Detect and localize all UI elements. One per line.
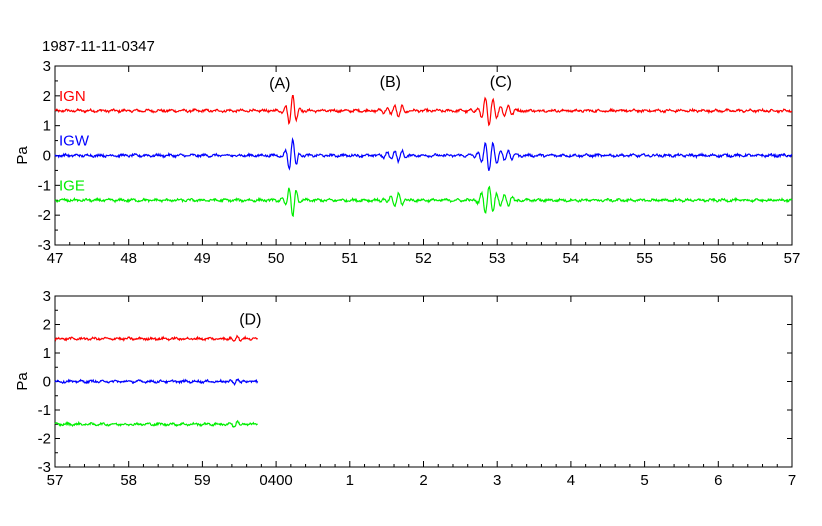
x-tick-label: 52 <box>415 250 432 267</box>
y-tick-label: 0 <box>43 148 51 165</box>
annotation-label: (A) <box>269 75 290 92</box>
y-tick-label: -1 <box>38 402 51 419</box>
series-line-ign <box>54 334 259 343</box>
annotation-label: (B) <box>380 74 401 91</box>
series-label-igw: IGW <box>59 133 90 150</box>
x-tick-label: 3 <box>493 472 501 489</box>
x-tick-label: 5 <box>640 472 648 489</box>
x-tick-label: 7 <box>788 472 796 489</box>
series-line-ige <box>54 419 258 428</box>
y-tick-label: 3 <box>43 58 51 75</box>
series-line-igw <box>54 137 793 171</box>
y-tick-label: -1 <box>38 177 51 194</box>
x-tick-label: 56 <box>710 250 727 267</box>
x-tick-label: 53 <box>489 250 506 267</box>
y-tick-label: -3 <box>38 237 51 254</box>
x-tick-label: 1 <box>346 472 354 489</box>
series-line-igw <box>54 378 259 387</box>
x-tick-label: 48 <box>120 250 137 267</box>
y-tick-label: -2 <box>38 207 51 224</box>
x-tick-label: 50 <box>268 250 285 267</box>
series-label-ign: IGN <box>59 88 86 105</box>
series-line-ige <box>54 185 793 218</box>
figure-title: 1987-11-11-0347 <box>42 38 155 55</box>
x-tick-label: 58 <box>120 472 137 489</box>
series-line-ign <box>54 94 793 127</box>
x-tick-label: 2 <box>419 472 427 489</box>
y-tick-label: 3 <box>43 288 51 305</box>
x-tick-label: 55 <box>636 250 653 267</box>
y-axis-label: Pa <box>14 372 31 391</box>
y-tick-label: 0 <box>43 374 51 391</box>
x-tick-label: 6 <box>714 472 722 489</box>
x-tick-label: 47 <box>47 250 64 267</box>
x-tick-label: 59 <box>194 472 211 489</box>
y-tick-label: 2 <box>43 88 51 105</box>
x-tick-label: 0400 <box>259 472 292 489</box>
x-tick-label: 54 <box>563 250 580 267</box>
y-tick-label: 1 <box>43 118 51 135</box>
y-tick-label: -2 <box>38 431 51 448</box>
x-tick-label: 51 <box>341 250 358 267</box>
x-tick-label: 49 <box>194 250 211 267</box>
y-axis-label: Pa <box>14 146 31 165</box>
series-label-ige: IGE <box>59 177 85 194</box>
x-tick-label: 4 <box>567 472 575 489</box>
y-tick-label: 2 <box>43 317 51 334</box>
annotation-label: (D) <box>239 312 261 329</box>
y-tick-label: 1 <box>43 345 51 362</box>
x-tick-label: 57 <box>784 250 801 267</box>
annotation-label: (C) <box>490 74 512 91</box>
x-tick-label: 57 <box>47 472 64 489</box>
y-tick-label: -3 <box>38 459 51 476</box>
